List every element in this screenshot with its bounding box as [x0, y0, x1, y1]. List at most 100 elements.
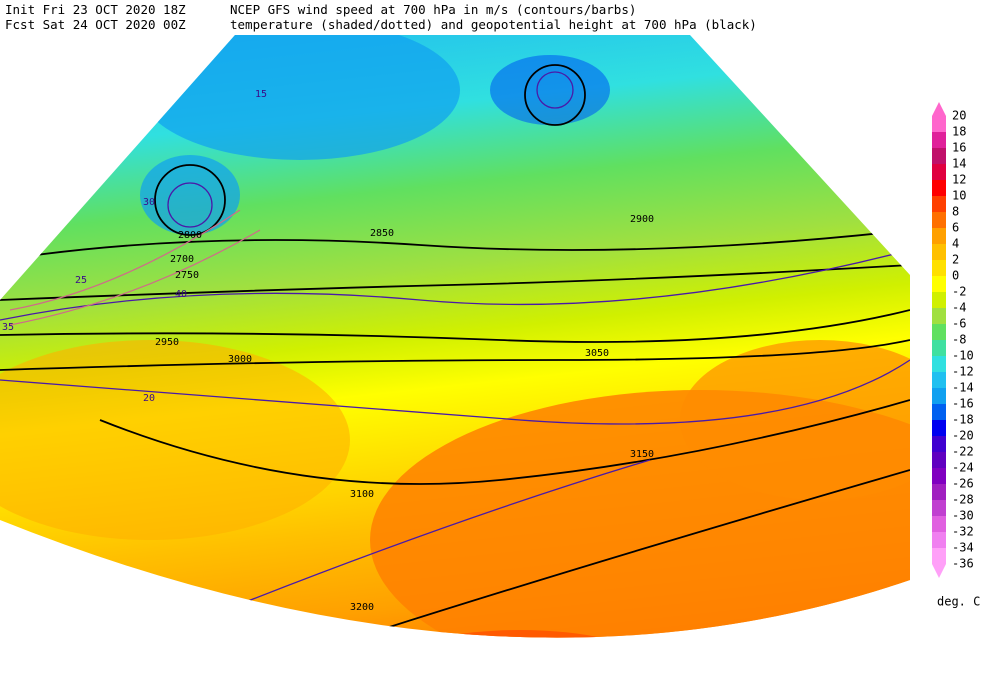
map-title: NCEP GFS wind speed at 700 hPa in m/s (c… — [230, 2, 636, 17]
contour — [9, 229, 261, 326]
colorbar-swatch — [932, 404, 946, 420]
colorbar-label: 8 — [952, 205, 959, 219]
map-subtitle: temperature (shaded/dotted) and geopoten… — [230, 17, 757, 32]
colorbar-swatch — [932, 244, 946, 260]
contour — [9, 209, 241, 311]
height-label: 2950 — [155, 337, 179, 348]
colorbar-label: -8 — [952, 333, 966, 347]
colorbar-swatch — [932, 228, 946, 244]
contour — [0, 339, 910, 371]
contour — [0, 359, 910, 425]
colorbar-label: -16 — [952, 397, 974, 411]
contour — [0, 309, 910, 343]
colorbar-swatch — [932, 148, 946, 164]
forecast-time: Fcst Sat 24 OCT 2020 00Z — [5, 17, 186, 32]
colorbar-arrow-bottom — [932, 564, 946, 578]
colorbar-swatch — [932, 436, 946, 452]
cold-core — [490, 55, 610, 125]
colorbar-arrow-top — [932, 102, 946, 116]
colorbar-swatch — [932, 452, 946, 468]
colorbar-label: -34 — [952, 541, 974, 555]
colorbar-swatch — [932, 532, 946, 548]
height-label: 3100 — [350, 489, 374, 500]
contour — [167, 182, 213, 228]
wind-label: 35 — [2, 322, 14, 333]
colorbar-label: -24 — [952, 461, 974, 475]
wind-label: 30 — [143, 197, 155, 208]
hot-region — [400, 630, 640, 638]
colorbar-label: -36 — [952, 557, 974, 571]
colorbar-swatch — [932, 548, 946, 564]
colorbar-label: -4 — [952, 301, 966, 315]
colorbar-label: 12 — [952, 173, 966, 187]
colorbar-swatch — [932, 388, 946, 404]
contour — [99, 399, 910, 485]
wind-label: 25 — [75, 275, 87, 286]
colorbar-swatch — [932, 260, 946, 276]
colorbar-swatch — [932, 356, 946, 372]
colorbar-swatch — [932, 372, 946, 388]
contour — [0, 229, 910, 261]
colorbar-label: 18 — [952, 125, 966, 139]
height-label: 2700 — [170, 254, 194, 265]
colorbar-swatch — [932, 324, 946, 340]
colorbar-swatch — [932, 292, 946, 308]
height-label: 2900 — [630, 214, 654, 225]
colorbar-label: 16 — [952, 141, 966, 155]
colorbar-label: -18 — [952, 413, 974, 427]
colorbar-unit: deg. C — [937, 595, 980, 609]
colorbar-swatch — [932, 340, 946, 356]
colorbar-label: 20 — [952, 109, 966, 123]
colorbar-swatch — [932, 196, 946, 212]
colorbar-label: -2 — [952, 285, 966, 299]
colorbar-label: -30 — [952, 509, 974, 523]
height-label: 2850 — [370, 228, 394, 239]
contour — [379, 469, 910, 631]
colorbar-swatch — [932, 276, 946, 292]
contour — [524, 64, 586, 126]
colorbar-label: 4 — [952, 237, 959, 251]
colorbar-swatch — [932, 116, 946, 132]
colorbar-label: 14 — [952, 157, 966, 171]
colorbar-swatch — [932, 516, 946, 532]
colorbar-label: -14 — [952, 381, 974, 395]
colorbar-label: -22 — [952, 445, 974, 459]
map-area — [0, 35, 910, 638]
colorbar-label: -28 — [952, 493, 974, 507]
height-label: 3050 — [585, 348, 609, 359]
colorbar-label: -20 — [952, 429, 974, 443]
colorbar-swatch — [932, 180, 946, 196]
colorbar-label: 10 — [952, 189, 966, 203]
colorbar-label: -32 — [952, 525, 974, 539]
height-label: 3200 — [350, 602, 374, 613]
wind-label: 20 — [143, 393, 155, 404]
contour — [536, 71, 574, 109]
colorbar-label: -10 — [952, 349, 974, 363]
colorbar-swatch — [932, 212, 946, 228]
colorbar-swatch — [932, 164, 946, 180]
colorbar-label: 2 — [952, 253, 959, 267]
colorbar-swatch — [932, 308, 946, 324]
colorbar-label: -12 — [952, 365, 974, 379]
strong-wind-contours — [9, 209, 261, 326]
init-time: Init Fri 23 OCT 2020 18Z — [5, 2, 186, 17]
colorbar-label: 0 — [952, 269, 959, 283]
colorbar-swatch — [932, 420, 946, 436]
colorbar-swatch — [932, 132, 946, 148]
height-contours — [0, 64, 910, 631]
height-label: 2800 — [178, 230, 202, 241]
colorbar-swatch — [932, 468, 946, 484]
colorbar-label: -26 — [952, 477, 974, 491]
warm-region — [0, 340, 350, 540]
wind-contours — [0, 71, 910, 621]
colorbar-label: 6 — [952, 221, 959, 235]
height-label: 2750 — [175, 270, 199, 281]
contour — [0, 264, 910, 301]
wind-label: 15 — [255, 89, 267, 100]
colorbar: 20181614121086420-2-4-6-8-10-12-14-16-18… — [932, 102, 974, 578]
cold-region — [140, 35, 460, 160]
colorbar-swatch — [932, 500, 946, 516]
contour — [154, 164, 226, 236]
height-labels: 2700 2750 2800 2850 2900 2950 3000 3050 … — [155, 214, 654, 613]
